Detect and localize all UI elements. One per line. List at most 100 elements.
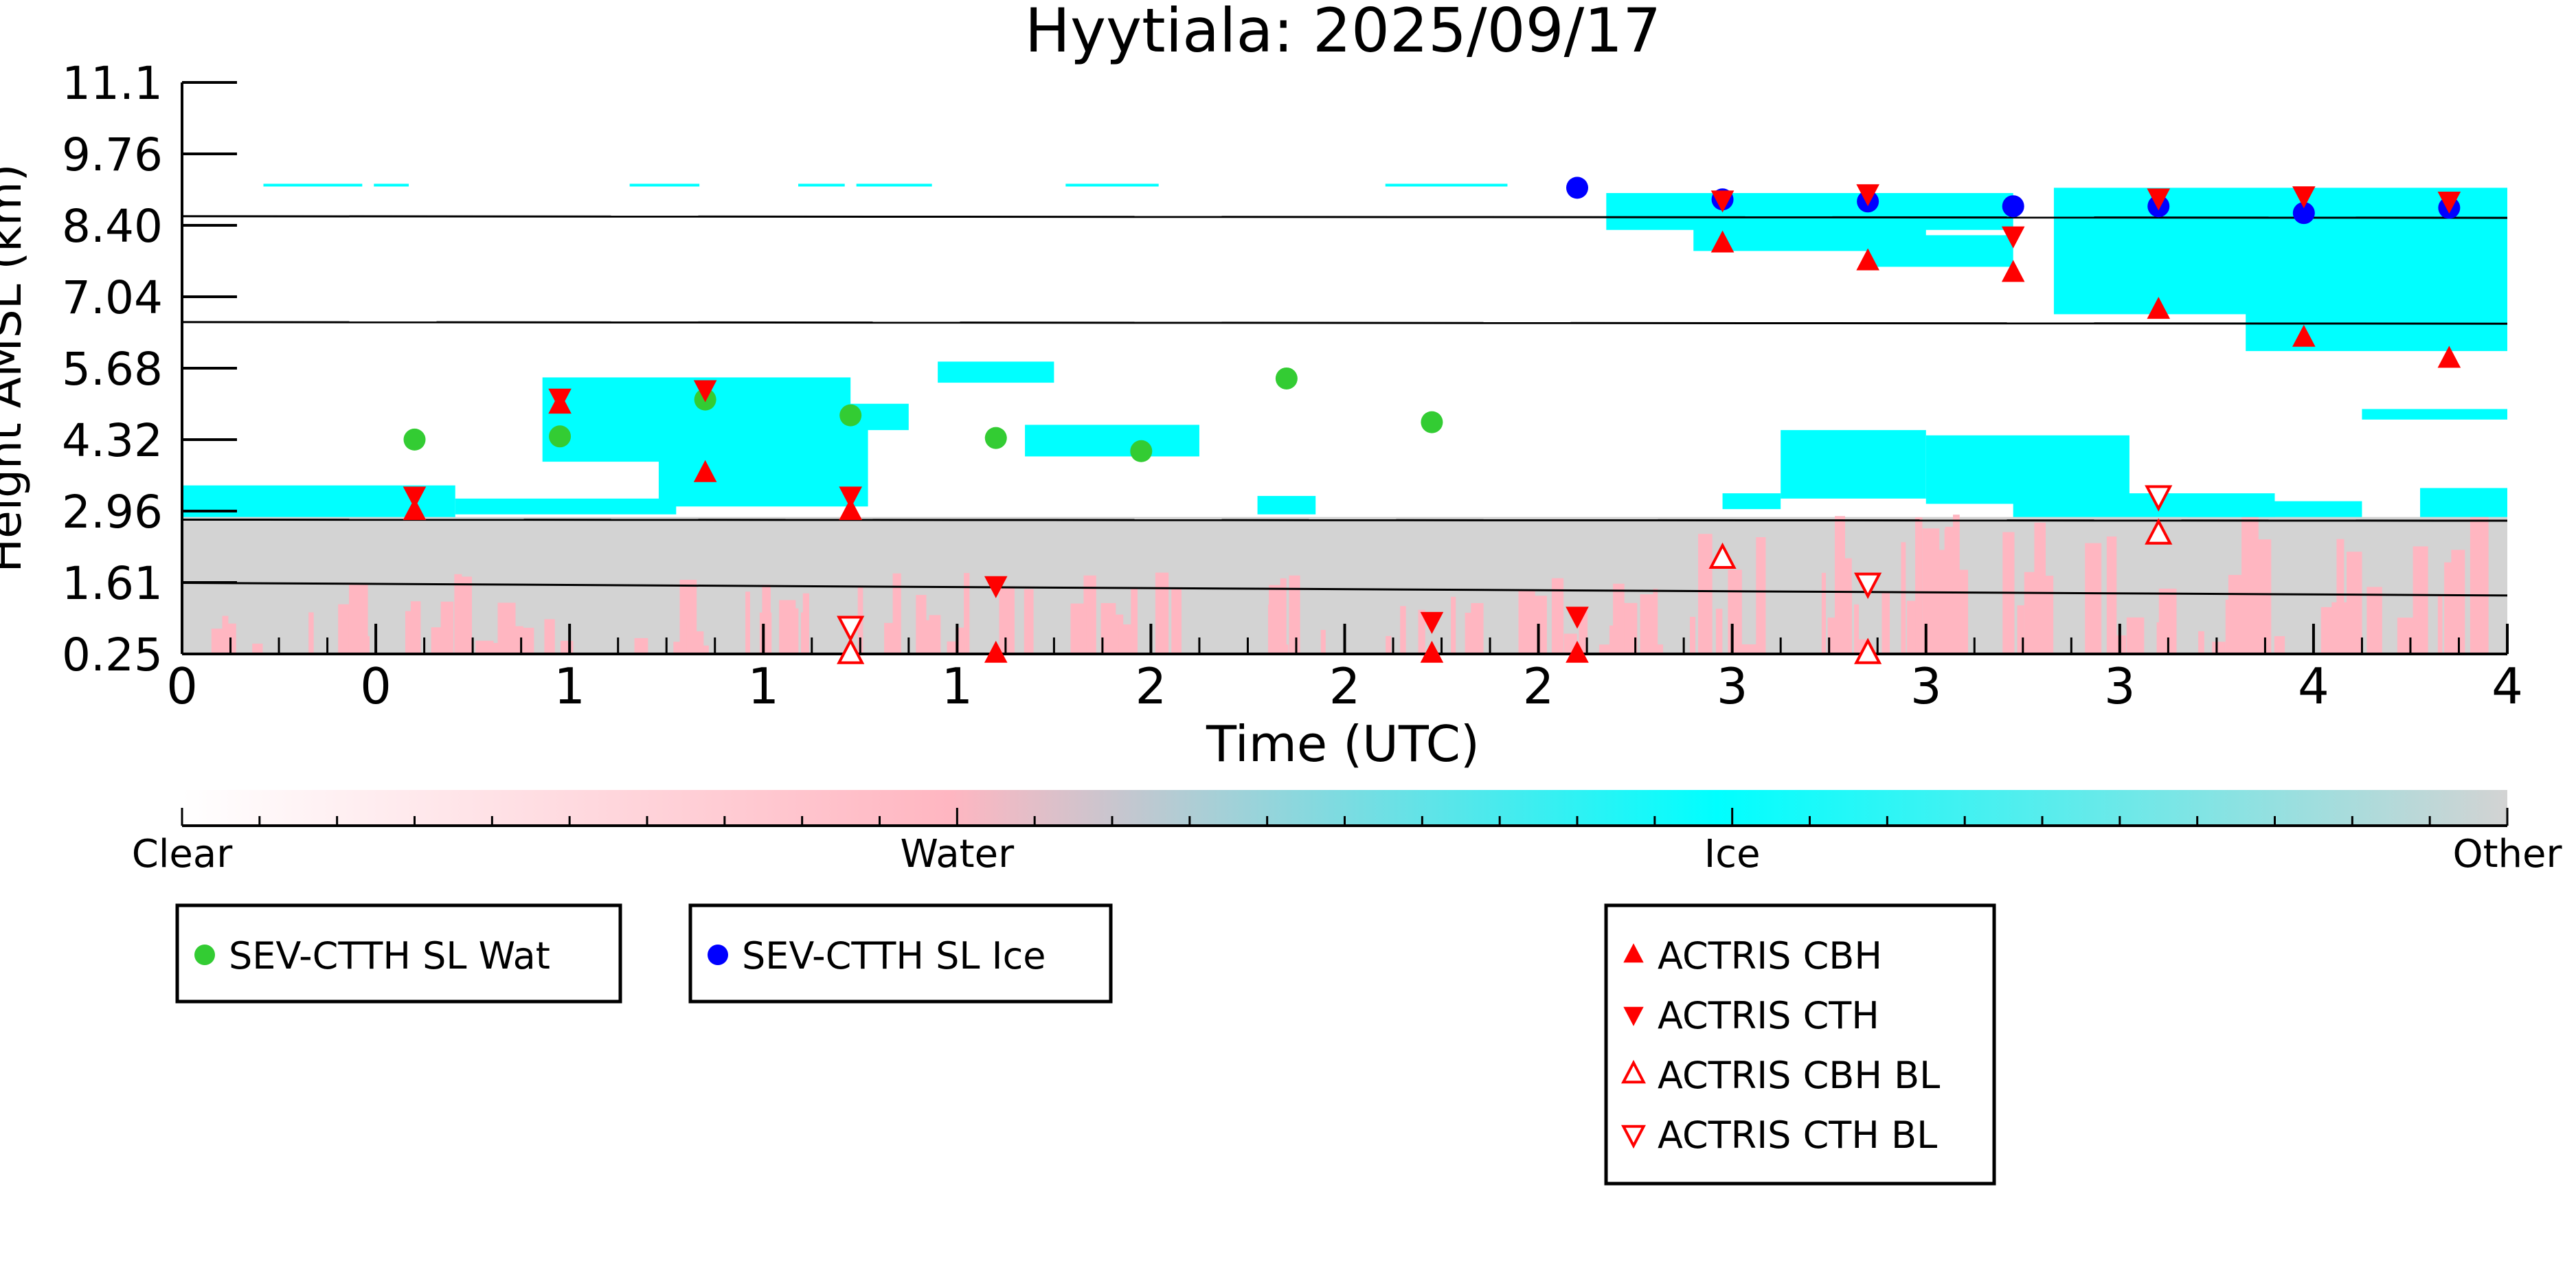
marker-actris-cth [1856,184,1879,207]
water-fill [2017,605,2024,654]
marker-sev-ctth-sl-wat [839,404,862,427]
reference-line [182,321,2507,325]
water-fill [1471,602,1484,654]
y-tick-label: 1.61 [62,557,163,610]
reference-line [182,518,2507,522]
legend-marker [708,945,728,965]
legend-marker [1620,1059,1647,1084]
water-fill [1845,587,1852,654]
x-tick-label: 3 [2104,657,2136,715]
ice-fill [938,361,1054,383]
water-fill [1155,572,1169,654]
x-tick-label: 2 [1136,657,1167,715]
water-fill [1901,542,1906,654]
water-fill [1518,589,1535,654]
water-fill [2320,607,2335,654]
water-fill [1613,583,1625,654]
water-fill [1451,596,1456,654]
ice-fill [1781,430,1926,499]
marker-actris-cth-bl [2145,485,2173,512]
marker-actris-cbh [2292,324,2316,347]
water-fill [2126,617,2145,654]
water-fill [1741,644,1759,654]
water-fill [1289,575,1300,654]
x-tick-label: 1 [554,657,585,715]
marker-actris-cth [693,380,717,403]
water-fill [634,637,648,654]
marker-sev-ctth-sl-ice [1566,177,1588,199]
water-fill [1024,589,1034,654]
water-fill [2437,594,2443,654]
water-fill [1622,602,1638,654]
legend-marker [194,945,215,965]
water-fill [2230,594,2246,654]
ice-fill [658,414,868,507]
chart-title: Hyytiala: 2025/09/17 [1025,0,1661,66]
water-fill [679,622,687,654]
water-fill [1070,603,1087,654]
marker-actris-cth [2147,188,2171,211]
legend-label: SEV-CTTH SL Wat [229,934,550,978]
water-fill [2254,539,2272,654]
water-fill [929,615,941,654]
colorbar-label: Clear [132,832,233,877]
marker-actris-cbh [403,497,427,520]
water-fill [1171,589,1182,654]
cloud-type-field [182,183,2507,654]
water-fill [520,627,534,654]
water-fill [2085,543,2102,654]
x-tick-label: 0 [166,657,198,715]
legend-label: ACTRIS CBH BL [1658,1054,1940,1097]
water-fill [1827,618,1841,654]
marker-actris-cbh [693,460,717,482]
marker-sev-ctth-sl-wat [549,425,572,448]
marker-actris-cth [839,486,862,509]
water-fill [1465,613,1473,654]
marker-actris-cbh [839,497,862,520]
water-fill [1640,594,1653,654]
water-fill [1698,534,1713,654]
legend-marker [1623,1006,1644,1026]
water-fill [892,573,901,654]
marker-actris-cbh-bl [2145,518,2173,545]
reference-line [182,215,2507,219]
marker-sev-ctth-sl-ice [2002,195,2024,218]
marker-actris-cbh [1420,640,1444,663]
water-fill [544,619,555,654]
colorbar-label: Other [2452,832,2562,877]
water-fill [1953,515,1960,654]
legend-label: ACTRIS CBH [1658,934,1882,978]
marker-actris-cth [2001,226,2025,249]
water-fill [1915,517,1923,654]
water-fill [486,642,501,654]
water-fill [1131,589,1138,654]
ice-fill [1025,425,1199,457]
water-fill [1728,569,1742,654]
colorbar: Clear Water Ice Other [132,790,2562,877]
water-fill [1100,602,1116,654]
marker-sev-ctth-sl-wat [1421,411,1443,433]
water-fill [2413,546,2428,654]
ice-fill [1925,435,2129,504]
water-fill [1269,585,1285,654]
water-fill [1118,624,1133,654]
water-fill [1958,569,1969,654]
water-fill [2451,550,2465,654]
marker-actris-cbh [984,640,1008,663]
marker-actris-cth [403,486,427,509]
water-fill [1400,606,1406,654]
ice-fill [1722,493,1781,510]
legend-label: SEV-CTTH SL Ice [742,934,1046,978]
marker-actris-cth [1420,611,1444,634]
water-fill [1320,629,1326,654]
water-fill [1551,578,1564,654]
ice-fill [2362,409,2507,420]
axes: 0.25 1.61 2.96 4.32 5.68 7.04 8.40 9.76 11.1 0 0 1 1… [62,57,2523,715]
y-tick-label: 2.96 [62,486,163,539]
water-fill [1689,616,1696,654]
y-tick-label: 5.68 [62,343,163,396]
water-fill [999,587,1015,654]
marker-actris-cbh [1856,248,1879,271]
ice-fill [1868,235,2013,267]
water-fill [1944,528,1952,654]
